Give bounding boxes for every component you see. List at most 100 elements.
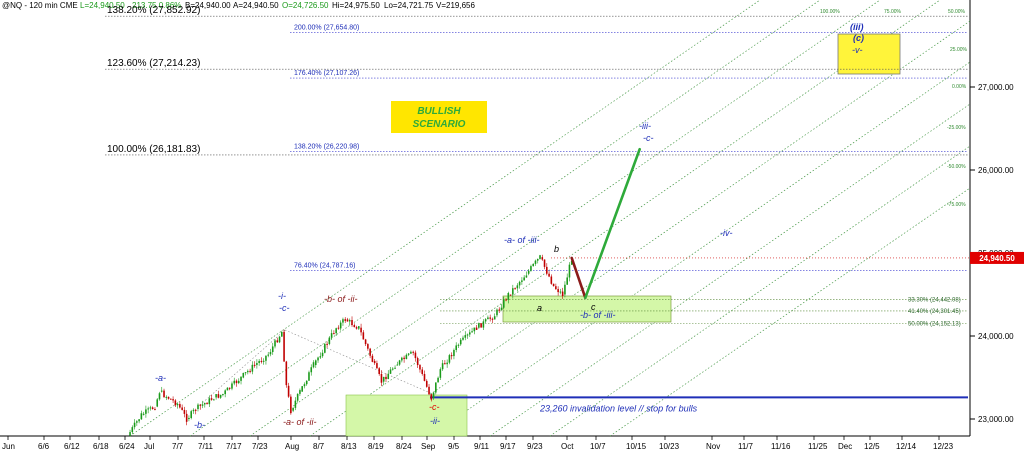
candle-body [165, 396, 168, 398]
y-tick-label: 24,000.00 [978, 332, 1014, 341]
x-tick-label: 8/19 [368, 442, 384, 451]
candle-body [371, 355, 374, 362]
x-tick-label: 8/13 [341, 442, 357, 451]
candle-body [446, 362, 448, 365]
candle-body [416, 358, 419, 366]
candle-body [389, 369, 392, 374]
candle-body [335, 328, 337, 334]
x-axis: Jun 6/6 6/12 6/18 6/24 Jul 7/7 7/11 7/17 7/23 Aug 8… [2, 436, 954, 451]
candle-body [213, 399, 215, 401]
retracement-label: 41.40% (24,301.45) [908, 309, 961, 315]
candle-body [170, 398, 172, 400]
fan-label-6: -50.00% [947, 164, 966, 170]
candle-body [215, 394, 217, 398]
candle-body [378, 368, 380, 374]
fan-label-2: 50.00% [948, 9, 966, 15]
candle-body [430, 394, 433, 400]
candle-body [305, 380, 308, 385]
candle-body [482, 321, 485, 328]
x-tick-label: 12/23 [933, 442, 954, 451]
candle-body [226, 387, 229, 391]
candle-body [145, 409, 147, 414]
candle-body [333, 333, 335, 335]
candle-body [324, 343, 326, 353]
candle-body [183, 409, 186, 414]
candle-body [536, 258, 539, 261]
candle-body [450, 355, 453, 357]
y-tick-label: 26,000.00 [978, 166, 1014, 175]
candle-body [278, 336, 281, 343]
wave-a-small: a [537, 303, 542, 313]
candle-body [294, 400, 297, 408]
candle-body [466, 334, 469, 336]
candle-body [342, 319, 344, 323]
candle-body [328, 337, 331, 344]
candle-body [441, 363, 444, 370]
x-tick-label: 10/15 [626, 442, 647, 451]
candle-body [376, 363, 378, 369]
x-tick-label: 9/17 [500, 442, 516, 451]
candle-body [548, 273, 550, 277]
candle-body [176, 404, 179, 406]
candle-body [527, 270, 530, 274]
candle-body [564, 284, 566, 295]
candle-body [314, 360, 317, 366]
candle-body [509, 294, 512, 296]
candle-body [147, 408, 149, 410]
fib-label: 176.40% (27,107.26) [294, 70, 359, 77]
candle-body [256, 363, 258, 366]
wave-big-c: (c) [853, 33, 864, 43]
candle-body [444, 363, 446, 365]
candle-body [231, 383, 233, 389]
candle-body [222, 394, 224, 396]
scenario-line-1: BULLISH [417, 106, 461, 117]
candle-body [525, 275, 528, 278]
x-tick-label: Oct [561, 442, 574, 451]
candle-body [131, 427, 134, 433]
candle-body [557, 289, 559, 293]
candle-body [505, 299, 507, 301]
wave-c-of-i: -c- [279, 303, 290, 313]
candle-body [353, 325, 356, 328]
fan-label-3: 25.00% [950, 47, 968, 53]
candle-body [471, 331, 473, 333]
candle-body [401, 357, 403, 361]
fan-line-6 [429, 61, 971, 437]
candle-body [425, 380, 428, 387]
candle-body [493, 316, 496, 320]
candle-body [249, 370, 251, 372]
candle-body [512, 288, 514, 295]
candle-body [210, 398, 213, 400]
candle-body [473, 327, 476, 332]
wave-i: -i- [278, 291, 286, 301]
candle-body [206, 403, 208, 405]
candle-body [296, 393, 299, 401]
candle-body [514, 288, 516, 290]
candle-body [310, 367, 313, 373]
x-tick-label: 7/7 [172, 442, 184, 451]
fib-lines: 200.00% (27,654.80) 176.40% (27,107.26) 13… [105, 5, 968, 271]
candle-body [355, 327, 358, 329]
fan-line-1 [129, 0, 761, 437]
fan-line-8 [549, 145, 971, 437]
candle-body [552, 283, 555, 287]
candle-body [500, 307, 503, 310]
last-price-badge-text: 24,940.50 [979, 254, 1015, 263]
candle-body [464, 335, 467, 338]
fib-label: 200.00% (27,654.80) [294, 25, 359, 32]
x-tick-label: 12/14 [896, 442, 917, 451]
candle-body [301, 386, 303, 392]
candle-body [346, 319, 349, 322]
candle-body [290, 396, 292, 414]
candle-body [283, 331, 285, 362]
projection-path [570, 147, 641, 300]
candle-body [421, 369, 424, 374]
candle-body [258, 360, 260, 364]
candle-body [326, 343, 328, 345]
header-bid: B=24,940.00 [185, 1, 231, 10]
price-candles [129, 254, 573, 437]
candle-body [262, 360, 265, 362]
x-tick-label: 8/7 [313, 442, 325, 451]
candle-body [453, 350, 455, 357]
candle-body [369, 348, 371, 356]
